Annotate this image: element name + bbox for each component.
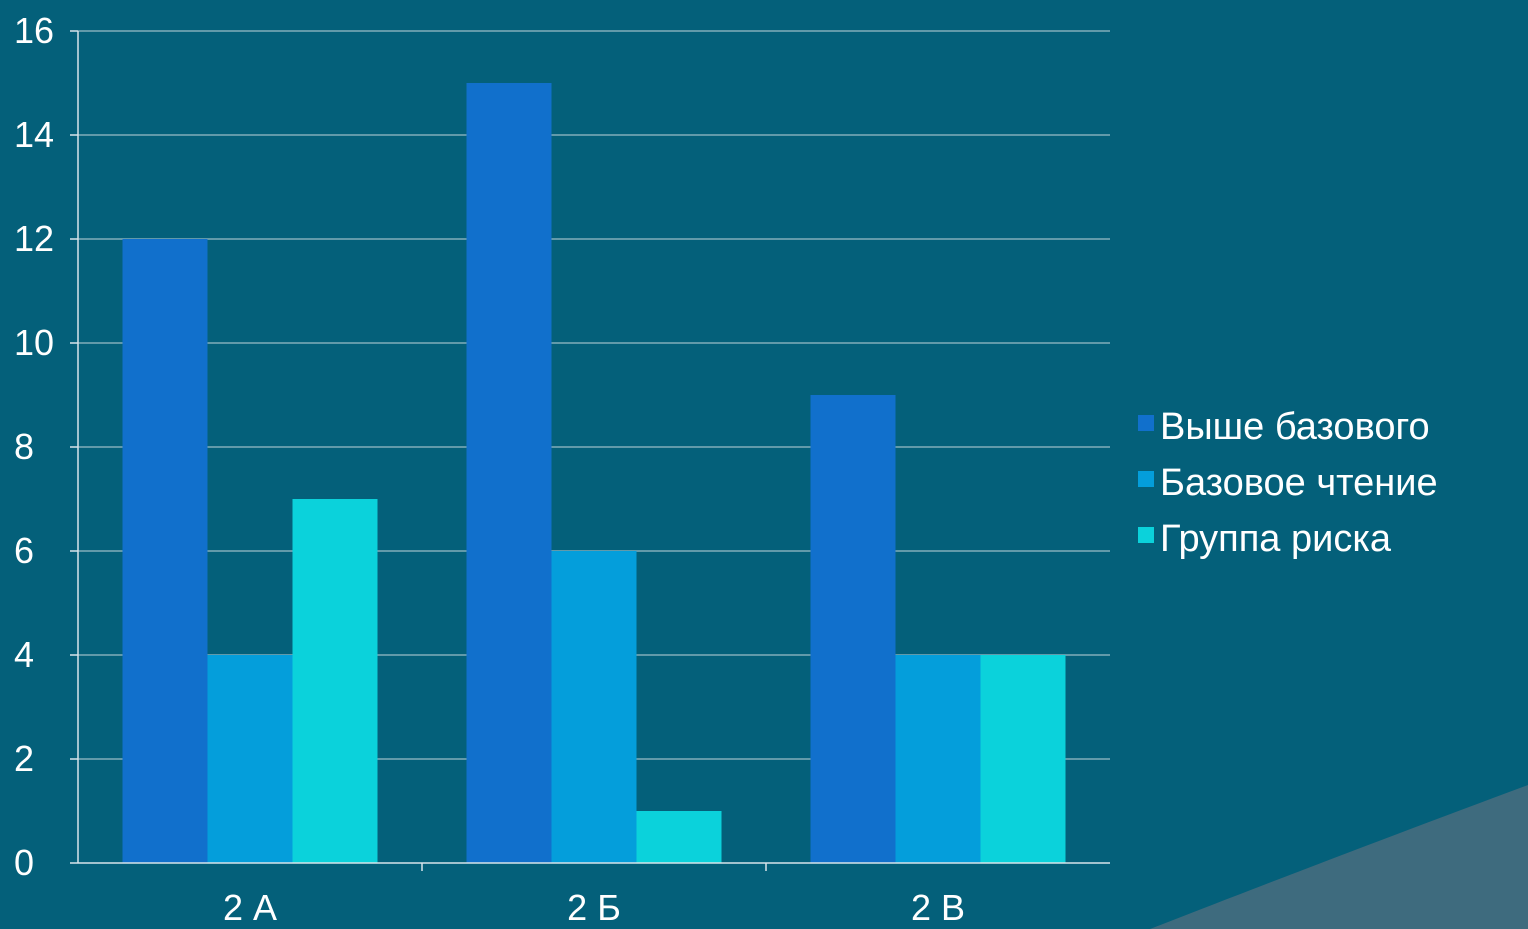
legend-label: Группа риска — [1160, 518, 1392, 560]
bars — [122, 83, 1066, 863]
bar — [207, 655, 293, 863]
x-tick-label: 2 Б — [567, 887, 621, 928]
bar — [810, 395, 896, 863]
x-tick-label: 2 В — [911, 887, 965, 928]
y-tick-label: 6 — [14, 530, 34, 571]
legend-swatch — [1138, 415, 1154, 431]
legend-swatch — [1138, 471, 1154, 487]
y-tick-label: 12 — [14, 218, 54, 259]
corner-accent-shape — [1150, 785, 1528, 929]
y-tick-labels: 0 2 4 6 8 10 12 14 16 — [14, 10, 54, 883]
bar — [980, 655, 1066, 863]
axes — [70, 30, 1110, 871]
y-tick-label: 2 — [14, 738, 34, 779]
legend-label: Базовое чтение — [1160, 462, 1438, 504]
bar — [551, 551, 637, 863]
bar — [122, 239, 208, 863]
y-tick-label: 8 — [14, 426, 34, 467]
y-tick-label: 16 — [14, 10, 54, 51]
bar — [895, 655, 981, 863]
y-tick-label: 10 — [14, 322, 54, 363]
y-tick-label: 0 — [14, 842, 34, 883]
legend-swatch — [1138, 527, 1154, 543]
y-tick-label: 4 — [14, 634, 34, 675]
legend: Выше базового Базовое чтение Группа риска — [1138, 406, 1438, 560]
legend-label: Выше базового — [1160, 406, 1430, 448]
bar — [466, 83, 552, 863]
y-tick-label: 14 — [14, 114, 54, 155]
x-tick-label: 2 А — [223, 887, 277, 928]
bar — [292, 499, 378, 863]
x-tick-labels: 2 А 2 Б 2 В — [223, 887, 965, 928]
bar — [636, 811, 722, 863]
